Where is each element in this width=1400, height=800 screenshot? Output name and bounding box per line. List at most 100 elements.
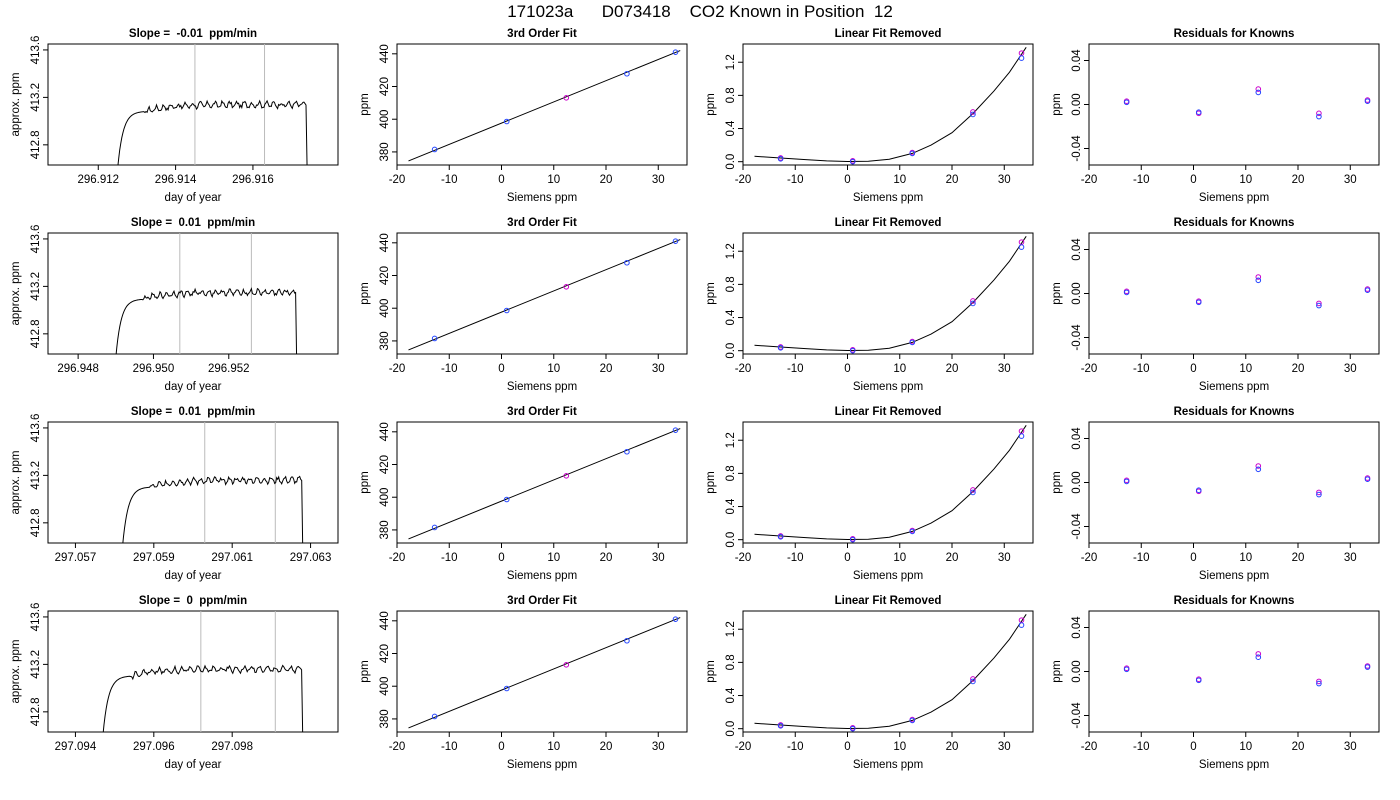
data-point-blue [849,725,856,732]
data-point-blue [1255,654,1262,661]
data-point-magenta [1255,463,1262,469]
subplot-r1-c3: Residuals for Knowns -20 -10 0 10 20 30 -0.04 0.… [1051,217,1380,393]
subplot-title: 3rd Order Fit [507,406,577,418]
data-point-blue [1018,55,1025,61]
y-tick-label: 0.00 [1071,282,1083,304]
plot-area [408,616,681,729]
plot-frame [742,421,1034,544]
data-point-blue [777,533,784,540]
plot-frame [47,610,339,733]
y-tick-label: -0.04 [1071,513,1083,540]
subplot-title: Residuals for Knowns [1174,217,1295,229]
y-axis-label: approx. ppm [10,73,22,137]
x-axis-label: Siemens ppm [853,570,923,582]
data-point-blue [777,722,784,729]
x-tick-label: 296.912 [77,174,119,186]
data-point-blue [849,158,856,165]
x-tick-label: 10 [547,741,560,753]
x-tick-label: -10 [441,552,458,564]
x-tick-label: 10 [1239,174,1252,186]
subplot-r3-c3: Residuals for Knowns -20 -10 0 10 20 30 -0.04 0.… [1051,595,1380,771]
subplot-r3-c1: 3rd Order Fit -20 -10 0 10 20 30 380 400 420 440 Si… [359,595,688,771]
x-tick-label: 296.948 [57,363,99,375]
y-tick-label: -0.04 [1071,702,1083,729]
x-tick-label: 297.057 [55,552,97,564]
y-tick-label: 1.2 [725,432,737,448]
x-tick-label: 0 [498,174,504,186]
subplot-title: Linear Fit Removed [835,595,942,607]
x-tick-label: -10 [1133,741,1150,753]
y-tick-label: 420 [379,266,391,285]
data-point-magenta [970,298,976,304]
data-point-blue [777,344,784,351]
data-point-magenta [563,94,570,101]
plot-frame [1088,421,1380,544]
x-tick-label: -10 [1133,363,1150,375]
y-tick-label: 400 [379,299,391,318]
plot-area [408,238,681,351]
y-tick-label: 0.4 [725,498,737,515]
data-point-blue [1195,487,1202,494]
subplot-title: 3rd Order Fit [507,28,577,40]
y-tick-label: 0.04 [1071,238,1083,261]
ppm-trace-line [117,99,308,165]
x-axis-label: Siemens ppm [507,192,577,204]
y-tick-label: -0.04 [1071,135,1083,162]
x-tick-label: 0 [1190,363,1196,375]
data-point-blue [1316,302,1322,309]
x-tick-label: -20 [735,552,752,564]
x-tick-label: -20 [1081,174,1098,186]
y-tick-label: 413.2 [30,272,42,301]
y-tick-label: 413.2 [30,83,42,112]
x-tick-label: 10 [547,174,560,186]
x-tick-label: 297.061 [211,552,253,564]
x-tick-label: -20 [389,552,406,564]
data-point-blue [1123,99,1130,106]
y-tick-label: 1.2 [725,243,737,259]
x-tick-label: 10 [893,552,906,564]
subplot-title: 3rd Order Fit [507,217,577,229]
y-tick-label: 413.6 [30,414,42,443]
data-point-blue [431,335,438,342]
x-tick-label: 0 [498,552,504,564]
subplot-r2-c0: Slope = 0.01 ppm/min 297.057 297.059 297.06… [10,406,339,582]
x-tick-label: 20 [1292,741,1305,753]
x-tick-label: 0 [1190,174,1196,186]
x-axis-label: day of year [165,759,222,771]
subplot-r3-c2: Linear Fit Removed -20 -10 0 10 20 30 0.0 0.4 0.8… [705,595,1034,771]
x-tick-label: 20 [600,741,613,753]
data-point-magenta [1255,274,1262,280]
y-tick-label: 413.2 [30,650,42,679]
plot-area [122,422,304,543]
plot-area [408,49,681,162]
y-tick-label: 0.00 [1071,471,1083,493]
plot-frame [742,232,1034,355]
data-point-blue [909,150,916,157]
y-tick-label: 380 [379,331,391,350]
plot-area [754,614,1027,732]
y-tick-label: 420 [379,455,391,474]
y-tick-label: -0.04 [1071,324,1083,351]
x-tick-label: 30 [1344,174,1357,186]
x-tick-label: 30 [652,174,665,186]
y-tick-label: 1.2 [725,54,737,70]
x-tick-label: 20 [600,363,613,375]
x-tick-label: -20 [735,363,752,375]
x-tick-label: 30 [998,741,1011,753]
x-axis-label: Siemens ppm [507,570,577,582]
data-point-blue [777,155,784,162]
x-tick-label: -10 [1133,552,1150,564]
y-tick-label: 0.8 [725,276,737,292]
y-tick-label: 413.6 [30,603,42,632]
x-tick-label: -10 [787,552,804,564]
data-point-blue [624,259,630,266]
y-tick-label: 440 [379,233,391,252]
plot-frame [1088,610,1380,733]
data-point-blue [503,685,510,692]
x-tick-label: 20 [1292,363,1305,375]
data-point-blue [624,70,630,77]
x-tick-label: 297.063 [290,552,332,564]
plot-frame [47,232,339,355]
fit-line [408,617,681,729]
